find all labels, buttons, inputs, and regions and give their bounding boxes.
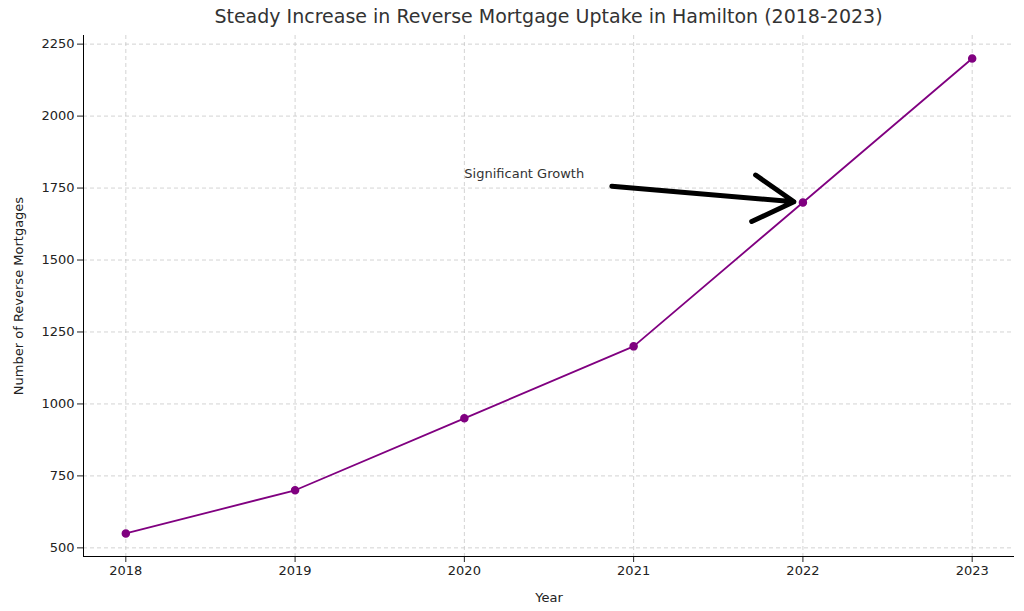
- svg-text:1750: 1750: [41, 180, 74, 195]
- svg-text:2250: 2250: [41, 36, 74, 51]
- svg-text:Number of Reverse Mortgages: Number of Reverse Mortgages: [11, 197, 26, 395]
- svg-text:Significant Growth: Significant Growth: [464, 166, 584, 181]
- svg-text:2022: 2022: [786, 563, 819, 578]
- svg-text:2000: 2000: [41, 108, 74, 123]
- svg-text:Year: Year: [534, 590, 563, 605]
- svg-text:500: 500: [50, 540, 75, 555]
- svg-text:2021: 2021: [617, 563, 650, 578]
- svg-text:2019: 2019: [279, 563, 312, 578]
- svg-text:1500: 1500: [41, 252, 74, 267]
- svg-text:1250: 1250: [41, 324, 74, 339]
- svg-text:750: 750: [50, 468, 75, 483]
- svg-text:2018: 2018: [109, 563, 142, 578]
- svg-text:2023: 2023: [956, 563, 989, 578]
- svg-text:2020: 2020: [448, 563, 481, 578]
- html-text:Steady Increase in Reverse Mor: Steady Increase in Reverse Mortgage Upta…: [214, 5, 883, 27]
- svg-text:1000: 1000: [41, 396, 74, 411]
